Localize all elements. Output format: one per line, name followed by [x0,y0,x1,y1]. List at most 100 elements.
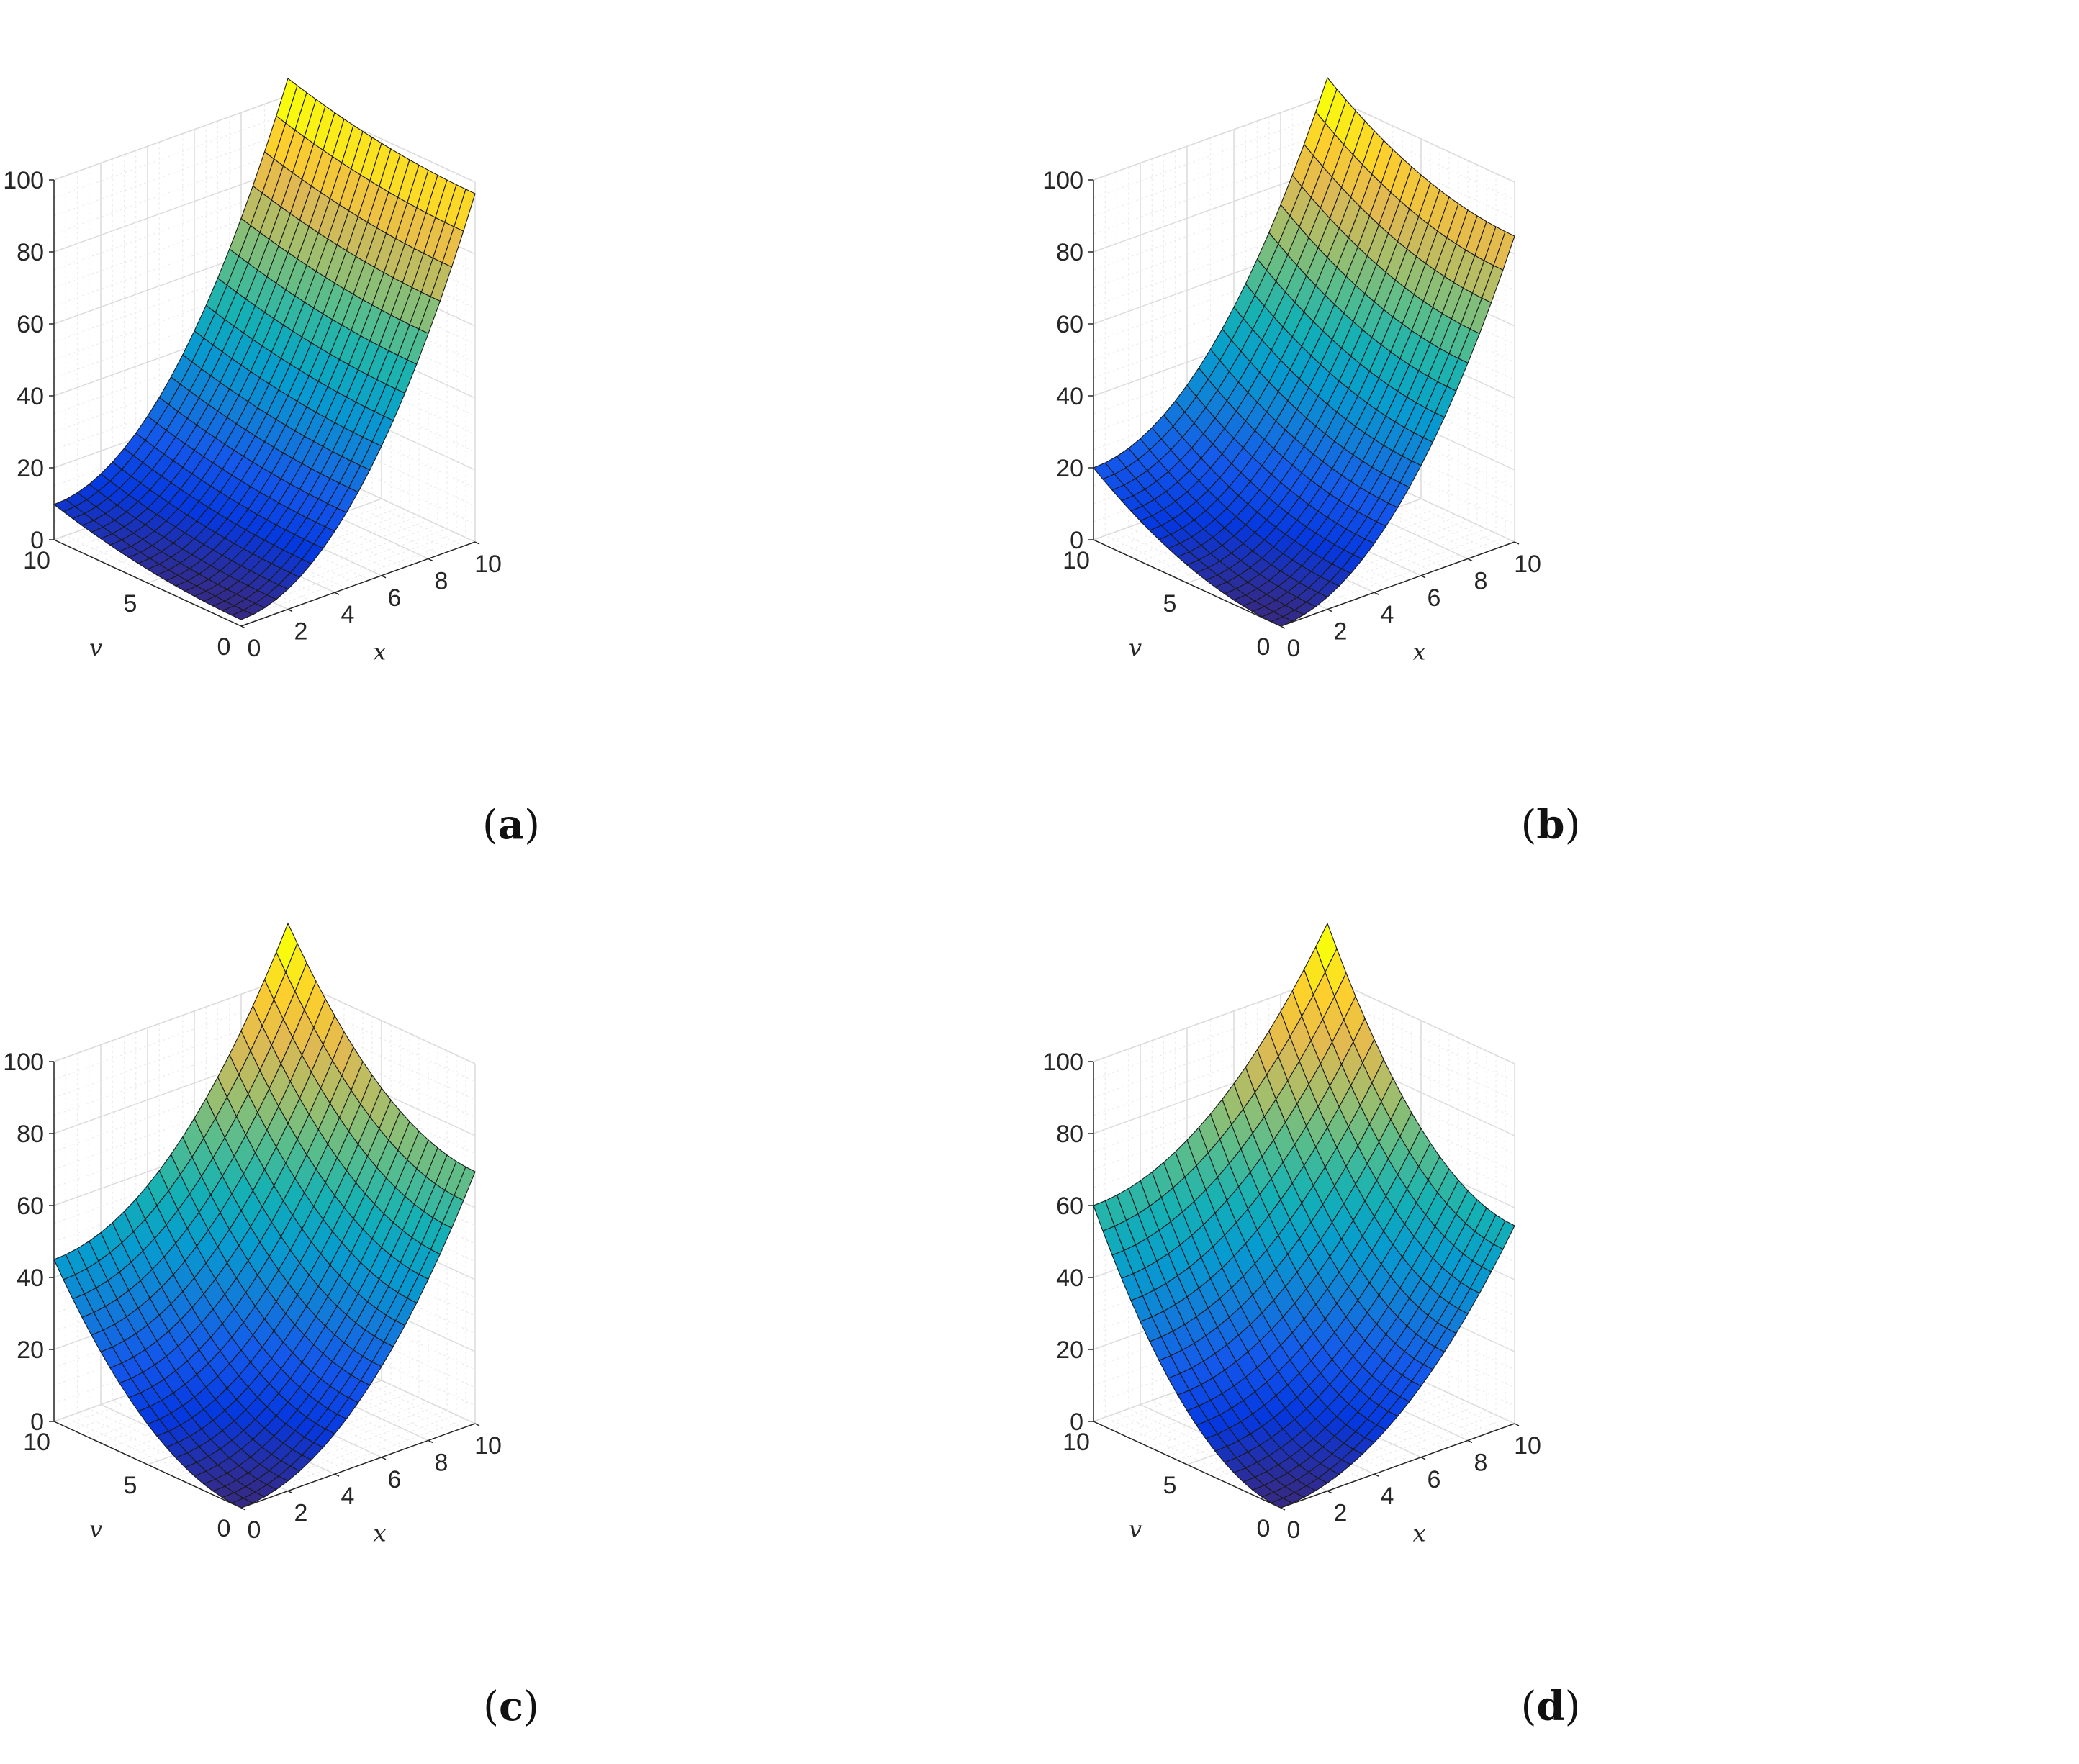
z-tick-label: 40 [17,383,44,410]
grid-line [287,1211,476,1298]
grid-line [287,1283,476,1370]
v-tick-label: 0 [217,633,231,661]
box-edge [1327,95,1515,183]
surface-plot-d: 02468100510020406080100xvu^(2)(x, v, τ)(… [1042,922,1580,1730]
grid-line [1327,1247,1515,1334]
z-tick-label: 80 [1056,239,1083,266]
x-tick-mark [474,1423,480,1426]
v-axis-line [1093,539,1281,627]
grid-line [287,293,476,381]
surface-facet [230,610,254,620]
surface-mesh [53,78,476,620]
x-tick-label: 4 [1381,601,1394,628]
grid-line [287,437,476,525]
x-tick-label: 8 [1474,1449,1488,1476]
panel-c: 02468100510020406080100xvu^(2)(x, v, τ)(… [0,882,1040,1763]
grid-line [287,419,476,507]
grid-line [1327,419,1515,507]
x-tick-mark [1514,1423,1520,1426]
axes [49,179,480,629]
v-axis-label: v [1129,1516,1142,1543]
x-axis-line [1280,1423,1515,1509]
axis-labels: xvu^(2)(x, v, τ) [1129,634,1426,666]
grid-line [287,1247,476,1334]
v-axis-label: v [89,1516,102,1543]
grid-line [1327,131,1515,219]
grid-line [1327,293,1515,381]
x-tick-mark [1467,1439,1473,1444]
v-tick-label: 10 [1063,1429,1090,1456]
z-tick-label: 80 [17,239,44,266]
grid-line [1327,995,1515,1082]
grid-line [1327,401,1515,489]
grid-line [287,401,476,489]
z-tick-label: 0 [1070,1408,1083,1436]
box-edge [1093,977,1328,1062]
v-tick-label: 5 [124,1472,137,1499]
z-tick-label: 100 [1042,167,1083,194]
x-tick-label: 8 [1474,567,1488,594]
v-tick-label: 10 [1063,547,1090,574]
v-tick-label: 5 [1163,590,1177,618]
grid-line [53,149,289,235]
axis-labels: xvu^(2)(x, v, τ) [89,634,387,666]
axes [1088,179,1520,629]
z-tick-label: 0 [30,527,44,554]
grid-line [53,113,289,199]
grid-line [1327,1013,1515,1100]
x-tick-mark [334,1473,340,1477]
z-tick-label: 100 [1042,1049,1083,1076]
grid-line [1093,131,1328,217]
x-tick-mark [381,575,387,579]
x-tick-label: 10 [474,1432,502,1460]
grid-line [1128,526,1317,614]
x-tick-mark [240,625,246,629]
grid-line [1327,113,1515,201]
x-tick-mark [428,558,433,562]
v-axis-line [1093,1421,1281,1509]
grid-line [287,1319,476,1406]
grid-line [1327,437,1515,525]
box-edge [53,95,289,181]
x-axis-line [240,541,476,627]
grid-line [1327,1067,1515,1154]
grid-line [1327,347,1515,435]
grid-line [1327,1103,1515,1190]
x-tick-label: 10 [1514,1432,1541,1460]
panel-caption: (a) [482,801,540,849]
axis-labels: xvu^(2)(x, v, τ) [89,1516,387,1547]
grid-line [287,1031,476,1118]
x-tick-mark [334,592,340,595]
grid-line [1327,257,1515,345]
x-tick-mark [1374,1473,1379,1477]
axes [49,1061,480,1511]
box-edge [1327,977,1515,1064]
x-tick-label: 4 [1381,1483,1394,1510]
grid-line [1104,1416,1293,1504]
panel-d: 02468100510020406080100xvu^(2)(x, v, τ)(… [1040,882,2079,1763]
grid-line [287,221,476,309]
surface-plot-a: 02468100510020406080100xvu^(2)(x, v, τ)(… [3,78,540,849]
v-tick-label: 5 [124,590,137,618]
x-tick-mark [287,608,293,612]
v-tick-label: 10 [23,547,50,574]
z-tick-label: 60 [1056,311,1083,338]
surface-mesh [1093,76,1515,627]
z-tick-label: 0 [1070,527,1083,554]
x-tick-mark [1467,558,1473,562]
grid-line [1093,149,1328,235]
x-tick-label: 6 [388,584,402,612]
surface-mesh [53,922,476,1509]
x-tick-label: 10 [474,551,502,578]
grid-line [287,1175,476,1262]
x-tick-label: 6 [1428,1466,1441,1493]
grid-line [77,1412,265,1500]
grid-line [287,1229,476,1316]
v-tick-label: 0 [217,1515,231,1542]
panel-caption: (b) [1521,801,1581,849]
axis-labels: xvu^(2)(x, v, τ) [1129,1516,1426,1547]
z-tick-label: 60 [17,1193,44,1220]
grid-line [287,365,476,453]
grid-line [1327,1031,1515,1118]
